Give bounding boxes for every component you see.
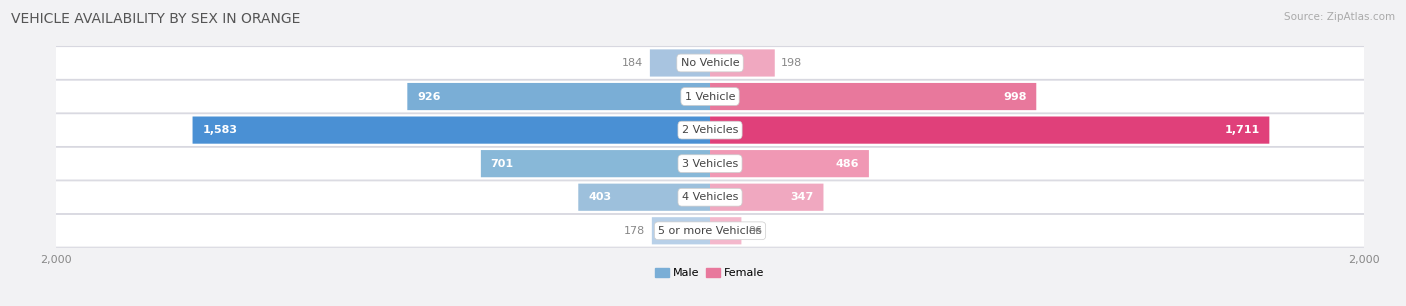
FancyBboxPatch shape <box>652 217 710 244</box>
Legend: Male, Female: Male, Female <box>651 263 769 283</box>
FancyBboxPatch shape <box>710 217 741 244</box>
FancyBboxPatch shape <box>55 147 1365 180</box>
Text: Source: ZipAtlas.com: Source: ZipAtlas.com <box>1284 12 1395 22</box>
FancyBboxPatch shape <box>710 117 1270 144</box>
Text: 926: 926 <box>418 91 440 102</box>
Text: 184: 184 <box>621 58 644 68</box>
Text: 701: 701 <box>491 159 513 169</box>
FancyBboxPatch shape <box>650 49 710 76</box>
Text: 1 Vehicle: 1 Vehicle <box>685 91 735 102</box>
Text: 486: 486 <box>835 159 859 169</box>
Text: 198: 198 <box>782 58 803 68</box>
Text: 998: 998 <box>1002 91 1026 102</box>
Text: VEHICLE AVAILABILITY BY SEX IN ORANGE: VEHICLE AVAILABILITY BY SEX IN ORANGE <box>11 12 301 26</box>
Text: 347: 347 <box>790 192 814 202</box>
FancyBboxPatch shape <box>710 150 869 177</box>
Text: 3 Vehicles: 3 Vehicles <box>682 159 738 169</box>
FancyBboxPatch shape <box>55 80 1365 113</box>
FancyBboxPatch shape <box>481 150 710 177</box>
FancyBboxPatch shape <box>193 117 710 144</box>
Text: 1,711: 1,711 <box>1225 125 1260 135</box>
Text: 2 Vehicles: 2 Vehicles <box>682 125 738 135</box>
FancyBboxPatch shape <box>55 214 1365 247</box>
FancyBboxPatch shape <box>408 83 710 110</box>
Text: No Vehicle: No Vehicle <box>681 58 740 68</box>
Text: 96: 96 <box>748 226 762 236</box>
Text: 403: 403 <box>588 192 612 202</box>
FancyBboxPatch shape <box>55 47 1365 80</box>
Text: 4 Vehicles: 4 Vehicles <box>682 192 738 202</box>
FancyBboxPatch shape <box>710 83 1036 110</box>
Text: 5 or more Vehicles: 5 or more Vehicles <box>658 226 762 236</box>
Text: 178: 178 <box>624 226 645 236</box>
FancyBboxPatch shape <box>710 49 775 76</box>
FancyBboxPatch shape <box>55 114 1365 147</box>
FancyBboxPatch shape <box>710 184 824 211</box>
Text: 1,583: 1,583 <box>202 125 238 135</box>
FancyBboxPatch shape <box>55 181 1365 214</box>
FancyBboxPatch shape <box>578 184 710 211</box>
